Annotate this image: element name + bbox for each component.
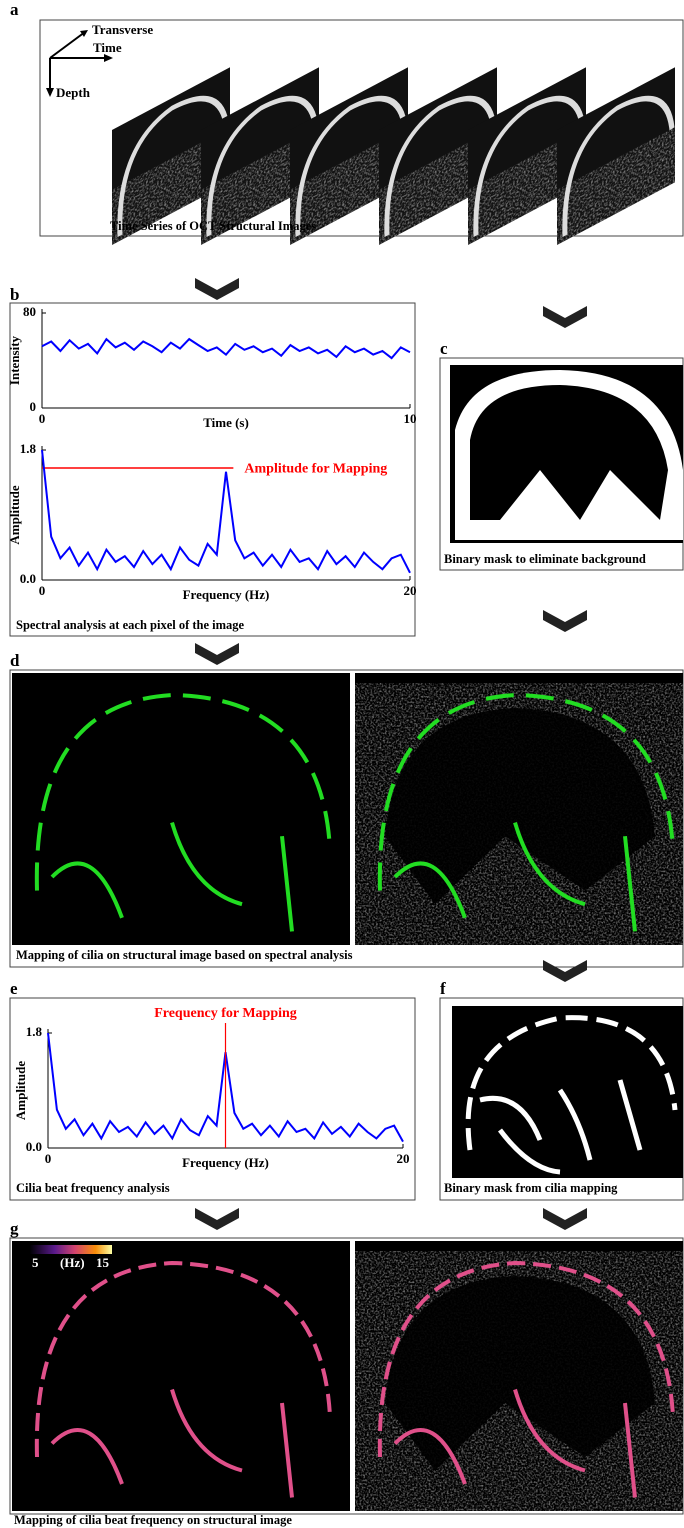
caption: Time Series of OCT Structural Images — [110, 219, 316, 233]
panel-label: d — [10, 651, 20, 670]
mask-image — [452, 1006, 683, 1178]
oct-speckle — [290, 127, 408, 245]
oct-frame — [468, 67, 586, 245]
panel-label: b — [10, 285, 19, 304]
oct-arc — [117, 95, 230, 238]
data-line — [41, 337, 411, 360]
colorbar-unit: (Hz) — [60, 1255, 85, 1270]
oct-frame — [201, 67, 319, 245]
chevron — [543, 960, 587, 982]
x-tick-label: 10 — [404, 411, 417, 426]
axis-name: Time — [93, 40, 122, 55]
y-axis-label: Intensity — [7, 335, 22, 385]
dark-lumen — [385, 1276, 655, 1471]
chevron — [543, 1208, 587, 1230]
x-axis-label: Frequency (Hz) — [182, 1155, 269, 1170]
oct-frame — [290, 67, 408, 245]
cilia-maps — [12, 673, 683, 945]
dark-lumen — [385, 708, 655, 905]
caption: Binary mask from cilia mapping — [444, 1181, 618, 1195]
oct-speckle — [379, 127, 497, 245]
x-axis-label: Time (s) — [203, 415, 249, 430]
annotation-text: Frequency for Mapping — [154, 1006, 297, 1021]
image-bg — [12, 673, 350, 945]
caption: Spectral analysis at each pixel of the i… — [16, 618, 245, 632]
colorbar-max: 15 — [96, 1255, 110, 1270]
axis-name: Depth — [56, 85, 91, 100]
panel-frame — [39, 19, 684, 237]
annotation-text: Amplitude for Mapping — [244, 461, 387, 476]
caption: Mapping of cilia on structural image bas… — [16, 948, 353, 962]
oct-arc — [562, 95, 675, 238]
axis-arrow — [49, 31, 86, 59]
mask-shape — [470, 385, 668, 520]
mask-shape — [465, 1015, 678, 1151]
oct-frame — [379, 67, 497, 245]
caption: Mapping of cilia beat frequency on struc… — [14, 1513, 292, 1527]
cilia-trace — [34, 692, 332, 891]
caption: Binary mask to eliminate background — [444, 552, 646, 566]
cilia-trace — [377, 692, 675, 891]
colorbar — [30, 1245, 112, 1254]
oct-frame — [112, 67, 230, 245]
y-axis-label: Amplitude — [7, 485, 22, 544]
image-bg — [12, 1241, 350, 1511]
cilia-trace — [50, 822, 294, 932]
data-line — [41, 449, 411, 574]
y-tick-label: 0.0 — [20, 571, 36, 586]
panel-label: a — [10, 0, 19, 19]
cilia-trace — [50, 1388, 294, 1498]
arrowhead — [104, 54, 113, 62]
caption: Cilia beat frequency analysis — [16, 1181, 170, 1195]
oct-frame — [557, 67, 675, 245]
x-tick-label: 0 — [39, 411, 46, 426]
panel-label: f — [440, 979, 446, 998]
x-tick-label: 0 — [45, 1151, 52, 1166]
oct-speckle — [557, 127, 675, 245]
x-axis-label: Frequency (Hz) — [183, 587, 270, 602]
x-tick-label: 20 — [397, 1151, 410, 1166]
panel-label: e — [10, 979, 18, 998]
panel-frame — [9, 997, 416, 1201]
oct-arc — [473, 95, 586, 238]
chevron — [195, 1208, 239, 1230]
oct-stack — [112, 67, 675, 245]
cilia-trace — [34, 1260, 332, 1458]
chevron — [195, 643, 239, 665]
cilia-trace — [393, 1388, 637, 1498]
frequency-maps — [12, 1241, 683, 1511]
oct-arc — [206, 95, 319, 238]
cilia-trace — [377, 1260, 675, 1458]
x-tick-label: 0 — [39, 583, 46, 598]
x-tick-label: 20 — [404, 583, 417, 598]
y-tick-label: 1.8 — [26, 1024, 43, 1039]
colorbar-min: 5 — [32, 1255, 39, 1270]
oct-arc — [384, 95, 497, 238]
cilia-trace — [393, 822, 637, 932]
y-axis-label: Amplitude — [13, 1061, 28, 1120]
chevron — [543, 306, 587, 328]
panel-label: g — [10, 1219, 19, 1238]
oct-speckle — [112, 127, 230, 245]
panel-label: c — [440, 339, 448, 358]
oct-arc — [295, 95, 408, 238]
arrowhead — [80, 30, 88, 37]
y-tick-label: 1.8 — [20, 441, 37, 456]
chevron — [543, 610, 587, 632]
mask-shape — [479, 1079, 643, 1175]
arrowhead — [46, 88, 54, 97]
axis-name: Transverse — [92, 22, 153, 37]
chevron — [195, 278, 239, 300]
panel-frame — [9, 302, 416, 637]
oct-speckle — [468, 127, 586, 245]
y-tick-label: 0 — [30, 399, 37, 414]
y-tick-label: 0.0 — [26, 1139, 42, 1154]
oct-speckle — [201, 127, 319, 245]
y-tick-label: 80 — [23, 304, 36, 319]
